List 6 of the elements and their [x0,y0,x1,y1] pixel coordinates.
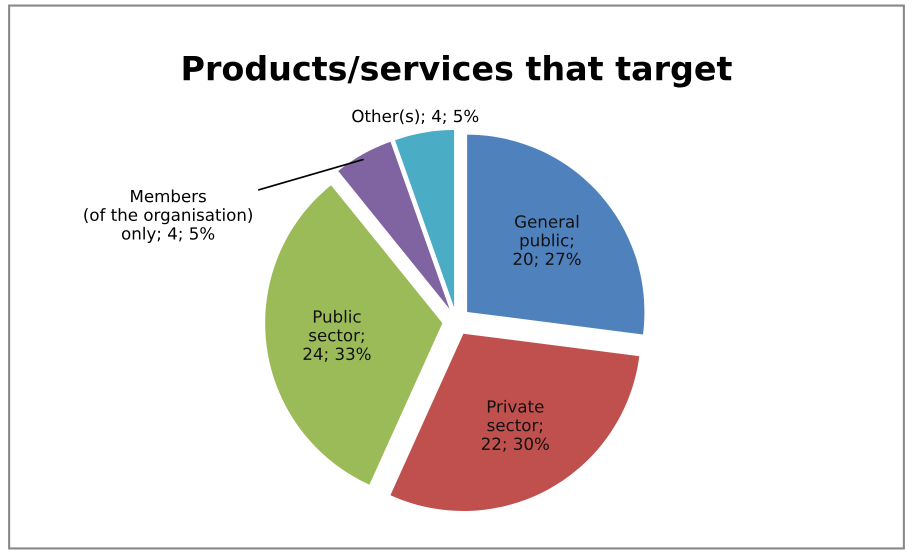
slice-label: Other(s); 4; 5% [352,109,478,124]
chart-title: Products/services that target [184,54,732,88]
slice-label: Public sector; 24; 33% [304,310,371,362]
slice-label: Private sector; 22; 30% [482,400,549,452]
slice-label: Members (of the organisation) only; 4; 5% [84,189,252,243]
slice-label: General public; 20; 27% [514,214,581,267]
